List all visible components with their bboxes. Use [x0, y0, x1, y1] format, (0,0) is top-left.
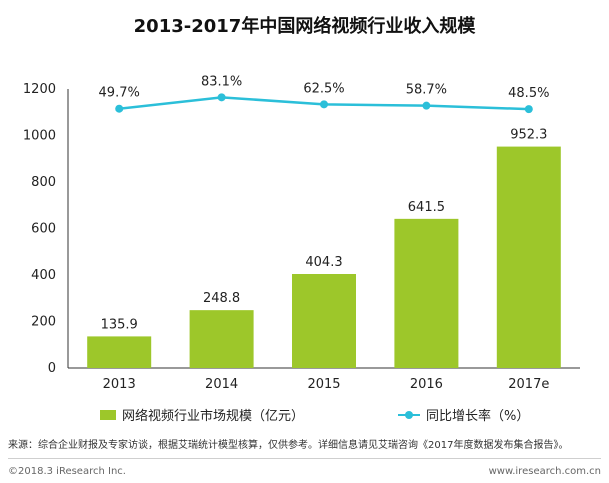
- growth-point: [422, 101, 431, 110]
- chart-title: 2013-2017年中国网络视频行业收入规模: [133, 16, 476, 37]
- legend-label-growth-rate: 同比增长率（%）: [426, 409, 530, 424]
- y-tick-label: 200: [31, 315, 56, 330]
- y-tick-label: 0: [48, 361, 56, 376]
- y-tick-label: 400: [31, 268, 56, 283]
- source-note: 来源：综合企业财报及专家访谈，根据艾瑞统计模型核算，仅供参考。详细信息请见艾瑞咨…: [8, 440, 569, 451]
- growth-point: [217, 93, 226, 102]
- growth-value-label: 62.5%: [303, 81, 344, 96]
- y-tick-label: 800: [31, 175, 56, 190]
- y-tick-label: 600: [31, 222, 56, 237]
- bar: [496, 146, 561, 368]
- growth-point: [115, 104, 124, 113]
- legend-bar-swatch: [100, 409, 116, 420]
- growth-value-label: 58.7%: [406, 83, 447, 98]
- legend-label-market-size: 网络视频行业市场规模（亿元）: [122, 409, 305, 424]
- bar-value-label: 952.3: [510, 128, 547, 143]
- growth-point: [320, 100, 328, 109]
- legend-line-swatch: [398, 410, 420, 420]
- x-tick-label: 2017e: [508, 377, 549, 392]
- copyright: ©2018.3 iResearch Inc.: [8, 466, 126, 477]
- bar-value-label: 135.9: [101, 317, 138, 332]
- bar: [292, 274, 356, 368]
- bar-value-label: 248.8: [203, 291, 240, 306]
- x-tick-label: 2015: [307, 377, 340, 392]
- bar-value-label: 404.3: [305, 255, 342, 270]
- bar: [87, 336, 152, 368]
- y-tick-label: 1200: [23, 82, 56, 97]
- growth-value-label: 49.7%: [99, 86, 140, 101]
- bar: [189, 310, 254, 368]
- x-tick-label: 2013: [103, 377, 136, 392]
- legend-item-market-size: 网络视频行业市场规模（亿元）: [100, 405, 304, 424]
- growth-value-label: 48.5%: [508, 86, 549, 101]
- growth-point: [524, 105, 533, 114]
- website: www.iresearch.com.cn: [488, 466, 601, 477]
- y-tick-label: 1000: [23, 129, 56, 144]
- footer-divider: [8, 458, 601, 459]
- legend-item-growth-rate: 同比增长率（%）: [398, 405, 529, 424]
- growth-value-label: 83.1%: [201, 74, 242, 89]
- x-tick-label: 2014: [205, 377, 238, 392]
- bar: [394, 218, 459, 368]
- bar-value-label: 641.5: [408, 200, 445, 215]
- x-tick-label: 2016: [410, 377, 443, 392]
